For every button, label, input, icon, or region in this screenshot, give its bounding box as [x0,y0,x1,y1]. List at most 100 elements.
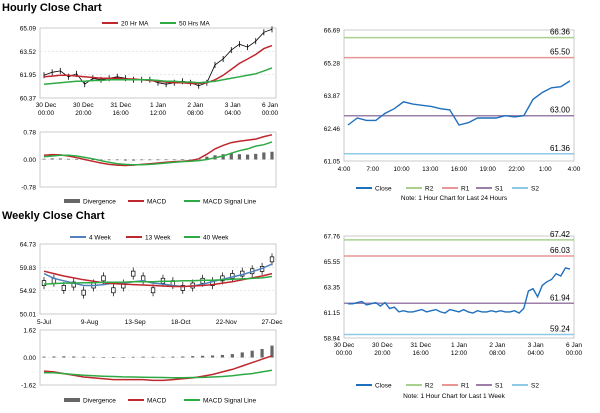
weekly-note: Note: 1 Hour Chart for Last 1 Week [403,393,506,400]
y-tick-label: -0.78 [21,185,36,192]
y-tick-label: 63.35 [324,285,341,292]
divergence-bar [111,357,115,358]
divergence-bar [164,159,168,161]
divergence-bar [107,159,111,161]
weekly-section-title: Weekly Close Chart [2,210,105,222]
legend-s1: S1 [495,186,503,193]
price-candle [101,275,106,282]
x-tick-label: 18-Oct [171,319,191,326]
divergence-bar [123,159,128,161]
level-label-r1: 66.03 [550,246,571,255]
y-tick-label: 0.00 [23,157,36,164]
x-tick-label: 16:00 [451,166,468,173]
x-tick-label: 4:00 [338,166,351,173]
divergence-bar [42,356,46,358]
y-tick-label: 59.83 [20,265,37,272]
x-tick-label: 5-Jul [37,319,52,326]
divergence-bar [74,159,79,160]
x-tick-label: 00:00 [566,350,583,357]
series-close [348,267,571,314]
x-tick-label: 2 Jan [187,102,203,109]
price-candle [269,256,275,263]
x-tick-label: 13:00 [422,166,439,173]
legend-50hr-ma: 50 Hrs MA [179,21,210,28]
legend-40-week: 40 Week [203,235,229,242]
divergence-bar [131,356,135,358]
divergence-bar [140,159,144,161]
divergence-bar [205,156,209,160]
y-tick-label: 65.55 [324,259,341,266]
x-tick-label: 12:00 [451,350,468,357]
x-tick-label: 20:00 [374,350,391,357]
y-tick-label: 58.94 [324,336,341,343]
series-close [347,80,571,126]
y-tick-label: 65.28 [324,60,341,67]
level-label-s2: 61.36 [550,144,571,153]
series-4-week [43,263,273,288]
hourly-price-plot [39,27,277,99]
legend-s2: S2 [531,186,539,193]
y-tick-label: 61.95 [20,72,37,79]
x-tick-label: 16:00 [413,350,430,357]
legend-close: Close [375,383,392,390]
legend-20hr-ma: 20 Hr MA [121,21,149,28]
y-tick-label: 0.78 [23,130,36,137]
y-tick-label: 67.76 [324,234,341,241]
series-50hr-ma [43,67,273,85]
legend-r2: R2 [425,186,434,193]
x-tick-label: 27-Dec [262,319,284,326]
x-tick-label: 31 Dec [410,342,431,349]
y-tick-label: 61.15 [324,310,341,317]
x-tick-label: 6 Jan [566,342,582,349]
hourly-note: Note: 1 Hour Chart for Last 24 Hours [401,195,508,202]
divergence-bar [229,153,233,160]
price-candle [180,285,185,291]
x-tick-label: 00:00 [38,110,55,117]
level-label-s2: 59.24 [550,325,571,334]
x-tick-label: 12:00 [150,110,167,117]
x-tick-label: 3 Jan [225,102,241,109]
divergence-bar [191,356,195,358]
divergence-bar [50,158,54,160]
legend-s2: S2 [531,383,539,390]
divergence-bar [254,153,258,160]
legend-r1: R1 [461,186,470,193]
divergence-bar [250,350,254,358]
divergence-bar [156,159,160,161]
x-tick-label: 08:00 [489,350,506,357]
legend-divergence: Divergence [83,199,116,206]
x-tick-label: 31 Dec [110,102,131,109]
series-13-week [43,270,273,288]
x-tick-label: 1 Jan [451,342,467,349]
x-tick-label: 00:00 [262,110,279,117]
series-40-week [43,275,273,285]
hourly-section-title: Hourly Close Chart [2,2,102,14]
level-label-s1: 61.94 [550,293,571,302]
y-tick-label: 54.92 [20,288,37,295]
divergence-bar [121,356,125,358]
price-candle [81,289,86,296]
divergence-bar [52,356,56,358]
y-tick-label: 64.73 [20,242,37,249]
divergence-bar [91,159,95,161]
price-candle [131,270,136,277]
divergence-bar [101,356,106,358]
x-tick-label: 04:00 [225,110,242,117]
divergence-bar [221,154,225,160]
y-tick-label: 63.87 [324,93,341,100]
x-tick-label: 2 Jan [489,342,505,349]
price-candle [61,285,66,291]
series-macd-signal [44,369,273,379]
level-label-s1: 63.00 [550,106,571,115]
series-macd-signal [43,141,273,166]
divergence-bar [270,151,274,160]
price-candle [71,281,76,288]
legend-13-week: 13 Week [145,235,171,242]
price-candle [41,280,47,286]
legend-4-week: 4 Week [89,235,112,242]
divergence-bar [262,152,266,160]
divergence-bar [66,158,71,160]
x-tick-label: 30 Dec [36,102,57,109]
divergence-bar [42,158,46,160]
x-tick-label: 10:00 [393,166,410,173]
